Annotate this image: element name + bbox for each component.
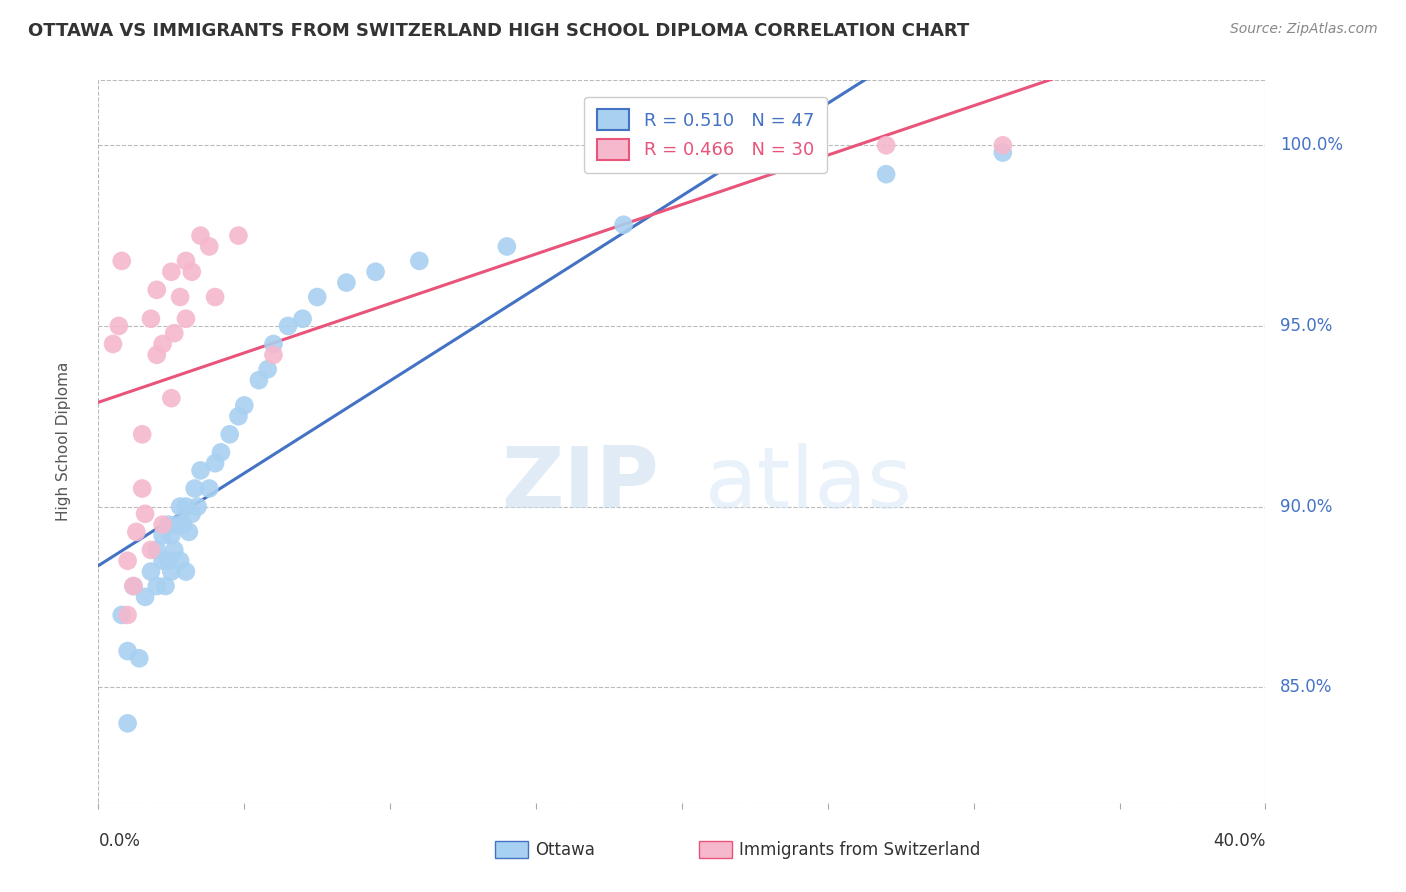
Text: 100.0%: 100.0% [1279, 136, 1343, 154]
Point [262, 348, 284, 362]
Point [163, 326, 186, 341]
Point [157, 517, 180, 532]
Point [108, 318, 131, 333]
Point [160, 565, 183, 579]
Point [991, 138, 1014, 153]
Point [122, 579, 145, 593]
Point [991, 145, 1014, 160]
Text: 90.0%: 90.0% [1279, 498, 1333, 516]
Point [307, 290, 329, 304]
Text: Immigrants from Switzerland: Immigrants from Switzerland [740, 841, 980, 859]
Point [125, 524, 148, 539]
Text: Ottawa: Ottawa [534, 841, 595, 859]
Point [134, 590, 156, 604]
Point [146, 348, 169, 362]
Point [233, 399, 256, 413]
Point [190, 228, 212, 243]
Text: High School Diploma: High School Diploma [56, 362, 70, 521]
Text: 40.0%: 40.0% [1213, 831, 1265, 850]
Text: atlas: atlas [706, 443, 914, 526]
Point [209, 445, 232, 459]
Point [183, 482, 205, 496]
Point [364, 265, 387, 279]
Point [160, 265, 183, 279]
Point [198, 482, 221, 496]
Text: 95.0%: 95.0% [1279, 317, 1333, 334]
Point [139, 311, 162, 326]
Point [111, 254, 134, 268]
Text: ZIP: ZIP [501, 443, 658, 526]
Point [169, 554, 191, 568]
Point [163, 543, 186, 558]
Point [169, 290, 191, 304]
Point [187, 500, 209, 514]
Text: Source: ZipAtlas.com: Source: ZipAtlas.com [1230, 22, 1378, 37]
Point [180, 507, 202, 521]
Point [139, 543, 162, 558]
Point [496, 239, 519, 253]
Point [131, 427, 153, 442]
Point [256, 362, 278, 376]
Point [160, 528, 183, 542]
Text: 85.0%: 85.0% [1279, 678, 1333, 696]
Point [228, 228, 250, 243]
FancyBboxPatch shape [495, 841, 527, 858]
Point [152, 528, 174, 542]
Point [160, 391, 183, 405]
Point [155, 579, 177, 593]
Point [180, 265, 202, 279]
Point [111, 607, 134, 622]
Point [101, 337, 124, 351]
Point [152, 517, 174, 532]
Point [172, 517, 194, 532]
Point [335, 276, 357, 290]
Point [174, 254, 197, 268]
Point [122, 579, 145, 593]
Point [117, 607, 139, 622]
Point [218, 427, 240, 442]
Point [204, 290, 226, 304]
Point [177, 524, 200, 539]
Point [612, 218, 634, 232]
Point [277, 318, 299, 333]
Point [134, 507, 156, 521]
Point [247, 373, 270, 387]
Point [204, 456, 226, 470]
Point [174, 311, 197, 326]
Point [117, 644, 139, 658]
Point [198, 239, 221, 253]
Point [174, 565, 197, 579]
Point [408, 254, 430, 268]
Point [152, 337, 174, 351]
Point [157, 554, 180, 568]
Point [875, 167, 897, 181]
Point [228, 409, 250, 424]
Text: OTTAWA VS IMMIGRANTS FROM SWITZERLAND HIGH SCHOOL DIPLOMA CORRELATION CHART: OTTAWA VS IMMIGRANTS FROM SWITZERLAND HI… [28, 22, 969, 40]
Point [139, 565, 162, 579]
Point [146, 579, 169, 593]
Point [152, 554, 174, 568]
Legend: R = 0.510   N = 47, R = 0.466   N = 30: R = 0.510 N = 47, R = 0.466 N = 30 [583, 96, 827, 172]
Point [262, 337, 284, 351]
Point [291, 311, 314, 326]
Point [146, 543, 169, 558]
Point [131, 482, 153, 496]
FancyBboxPatch shape [699, 841, 733, 858]
Point [166, 517, 188, 532]
Point [128, 651, 150, 665]
Point [174, 500, 197, 514]
Text: 0.0%: 0.0% [98, 831, 141, 850]
Point [190, 463, 212, 477]
Point [875, 138, 897, 153]
Point [146, 283, 169, 297]
Point [117, 554, 139, 568]
Point [117, 716, 139, 731]
Point [169, 500, 191, 514]
